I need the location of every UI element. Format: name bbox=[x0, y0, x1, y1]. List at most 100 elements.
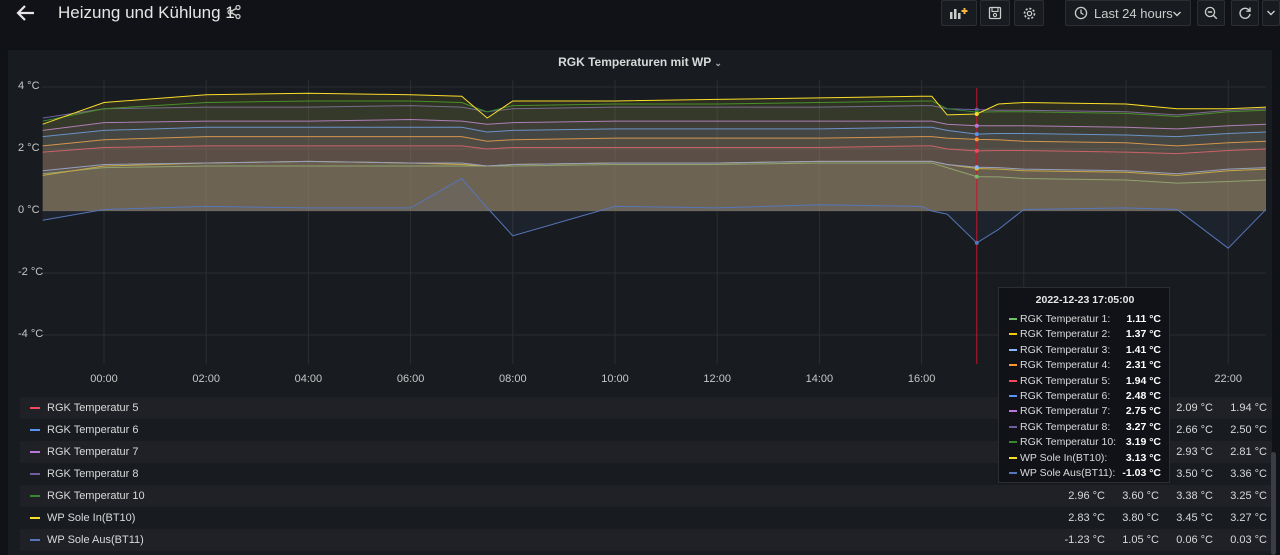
save-button[interactable] bbox=[980, 0, 1010, 26]
legend-value: 3.36 °C bbox=[1230, 468, 1267, 480]
tooltip-row: RGK Temperatur 7: 2.75 °C bbox=[1009, 404, 1169, 419]
legend-row[interactable]: WP Sole In(BT10) 2.83 °C 3.80 °C 3.45 °C 3.2… bbox=[20, 507, 1272, 529]
x-tick-label: 16:00 bbox=[907, 373, 936, 385]
tooltip-row: WP Sole Aus(BT11): -1.03 °C bbox=[1009, 466, 1169, 481]
legend-row[interactable]: RGK Temperatur 7 2.93 °C 2.81 °C bbox=[20, 441, 1272, 463]
tooltip-value: 3.19 °C bbox=[1125, 436, 1161, 449]
legend-value: 0.06 °C bbox=[1176, 534, 1213, 546]
legend-series-name[interactable]: RGK Temperatur 7 bbox=[47, 446, 139, 458]
legend-scrollbar[interactable] bbox=[1271, 452, 1276, 555]
legend-series-name[interactable]: WP Sole In(BT10) bbox=[47, 512, 136, 524]
tooltip-swatch bbox=[1009, 441, 1017, 444]
hover-point bbox=[974, 132, 979, 137]
add-panel-button[interactable] bbox=[941, 0, 977, 26]
tooltip-value: 3.13 °C bbox=[1125, 451, 1161, 464]
series-line-9 bbox=[42, 100, 1267, 122]
tooltip-swatch bbox=[1009, 333, 1017, 336]
series-line-3 bbox=[42, 160, 1267, 175]
series-area-5 bbox=[42, 145, 1266, 211]
tooltip-row: RGK Temperatur 3: 1.41 °C bbox=[1009, 343, 1169, 358]
chart-plot-area[interactable] bbox=[0, 0, 1280, 395]
legend-row[interactable]: RGK Temperatur 5 2.09 °C 1.94 °C bbox=[20, 397, 1272, 419]
panel-title[interactable]: RGK Temperaturen mit WP ⌄ bbox=[558, 55, 722, 69]
tooltip-series-name: RGK Temperatur 1: bbox=[1020, 313, 1111, 325]
back-arrow-icon[interactable] bbox=[14, 2, 38, 24]
tooltip-series-name: RGK Temperatur 2: bbox=[1020, 328, 1111, 341]
x-tick-label: 04:00 bbox=[294, 373, 323, 385]
tooltip-swatch bbox=[1009, 425, 1017, 428]
x-tick-label: 06:00 bbox=[396, 373, 425, 385]
zoom-out-button[interactable] bbox=[1197, 0, 1225, 26]
tooltip-swatch bbox=[1009, 379, 1017, 382]
tooltip-swatch bbox=[1009, 456, 1017, 459]
legend-value: 3.60 °C bbox=[1122, 490, 1159, 502]
tooltip-series-name: RGK Temperatur 6: bbox=[1020, 390, 1111, 402]
tooltip-series-name: RGK Temperatur 3: bbox=[1020, 343, 1111, 356]
tooltip-value: 1.11 °C bbox=[1126, 313, 1161, 325]
legend-row[interactable]: RGK Temperatur 6 2.66 °C 2.50 °C bbox=[20, 419, 1272, 441]
dashboard-title: Heizung und Kühlung 1 bbox=[58, 3, 235, 22]
share-icon[interactable] bbox=[226, 4, 244, 22]
tooltip-value: 2.31 °C bbox=[1125, 359, 1161, 372]
tooltip-series-name: RGK Temperatur 5: bbox=[1020, 374, 1111, 387]
legend-series-name[interactable]: RGK Temperatur 10 bbox=[47, 490, 145, 502]
legend-value: 2.93 °C bbox=[1176, 446, 1213, 458]
tooltip-swatch bbox=[1009, 348, 1017, 351]
x-tick-label: 08:00 bbox=[499, 373, 527, 385]
series-area-4 bbox=[42, 136, 1266, 211]
legend-series-name[interactable]: RGK Temperatur 5 bbox=[47, 402, 139, 414]
tooltip-value: -1.03 °C bbox=[1122, 467, 1161, 479]
legend-value: 3.80 °C bbox=[1122, 512, 1159, 524]
tooltip-row: RGK Temperatur 8: 3.27 °C bbox=[1009, 420, 1169, 435]
legend-swatch bbox=[30, 407, 40, 409]
tooltip-value: 1.94 °C bbox=[1125, 374, 1161, 387]
x-tick-label: 02:00 bbox=[192, 373, 220, 385]
tooltip-timestamp: 2022-12-23 17:05:00 bbox=[1035, 294, 1135, 306]
legend-series-name[interactable]: RGK Temperatur 8 bbox=[47, 468, 139, 480]
series-area-7 bbox=[42, 119, 1266, 211]
series-area-6 bbox=[42, 127, 1266, 211]
tooltip-series-name: WP Sole Aus(BT11): bbox=[1020, 467, 1116, 479]
hover-point bbox=[974, 148, 979, 153]
legend-value: 2.81 °C bbox=[1230, 446, 1267, 458]
settings-button[interactable] bbox=[1014, 0, 1044, 26]
chevron-down-icon bbox=[1173, 11, 1181, 17]
legend-value: 3.27 °C bbox=[1230, 512, 1267, 524]
time-range-picker[interactable]: Last 24 hours bbox=[1065, 0, 1191, 26]
series-line-8 bbox=[42, 105, 1267, 119]
series-area-10 bbox=[42, 93, 1266, 211]
series-area-2 bbox=[42, 161, 1266, 211]
legend-row[interactable]: WP Sole Aus(BT11) -1.23 °C 1.05 °C 0.06 °C 0… bbox=[20, 529, 1272, 551]
series-line-6 bbox=[42, 126, 1267, 138]
tooltip-row: RGK Temperatur 4: 2.31 °C bbox=[1009, 358, 1169, 373]
legend-row[interactable]: RGK Temperatur 10 2.96 °C 3.60 °C 3.38 °C 3.… bbox=[20, 485, 1272, 507]
x-tick-label: 00:00 bbox=[90, 373, 118, 385]
gear-icon bbox=[1023, 7, 1035, 19]
legend-row[interactable]: RGK Temperatur 8 3.50 °C 3.36 °C bbox=[20, 463, 1272, 485]
x-tick-label: 12:00 bbox=[703, 373, 731, 385]
y-tick-label: 4 °C bbox=[18, 80, 40, 92]
tooltip-value: 2.48 °C bbox=[1125, 390, 1161, 402]
legend-value: 1.05 °C bbox=[1122, 534, 1159, 546]
hover-point bbox=[974, 137, 979, 142]
legend-swatch bbox=[30, 495, 40, 497]
legend-value: 2.09 °C bbox=[1176, 402, 1213, 414]
tooltip-swatch bbox=[1009, 410, 1017, 413]
top-bar: Heizung und Kühlung 1 Last 24 hours bbox=[0, 0, 1280, 26]
legend-series-name[interactable]: RGK Temperatur 6 bbox=[47, 424, 139, 436]
tooltip-value: 2.75 °C bbox=[1125, 405, 1161, 418]
tooltip-series-name: WP Sole In(BT10): bbox=[1020, 451, 1108, 464]
y-tick-label: -4 °C bbox=[18, 328, 44, 340]
series-line-11 bbox=[42, 177, 1267, 249]
refresh-icon bbox=[1239, 7, 1251, 19]
legend-series-name[interactable]: WP Sole Aus(BT11) bbox=[47, 534, 144, 546]
refresh-button[interactable] bbox=[1231, 0, 1259, 26]
y-tick-label: 0 °C bbox=[18, 204, 40, 216]
tooltip-series-name: RGK Temperatur 4: bbox=[1020, 359, 1111, 372]
y-tick-label: 2 °C bbox=[18, 142, 40, 154]
legend-value: 2.96 °C bbox=[1068, 490, 1105, 502]
y-tick-label: -2 °C bbox=[18, 266, 44, 278]
x-tick-label: 10:00 bbox=[601, 373, 629, 385]
clock-icon bbox=[1074, 6, 1088, 20]
time-range-label: Last 24 hours bbox=[1094, 5, 1173, 21]
